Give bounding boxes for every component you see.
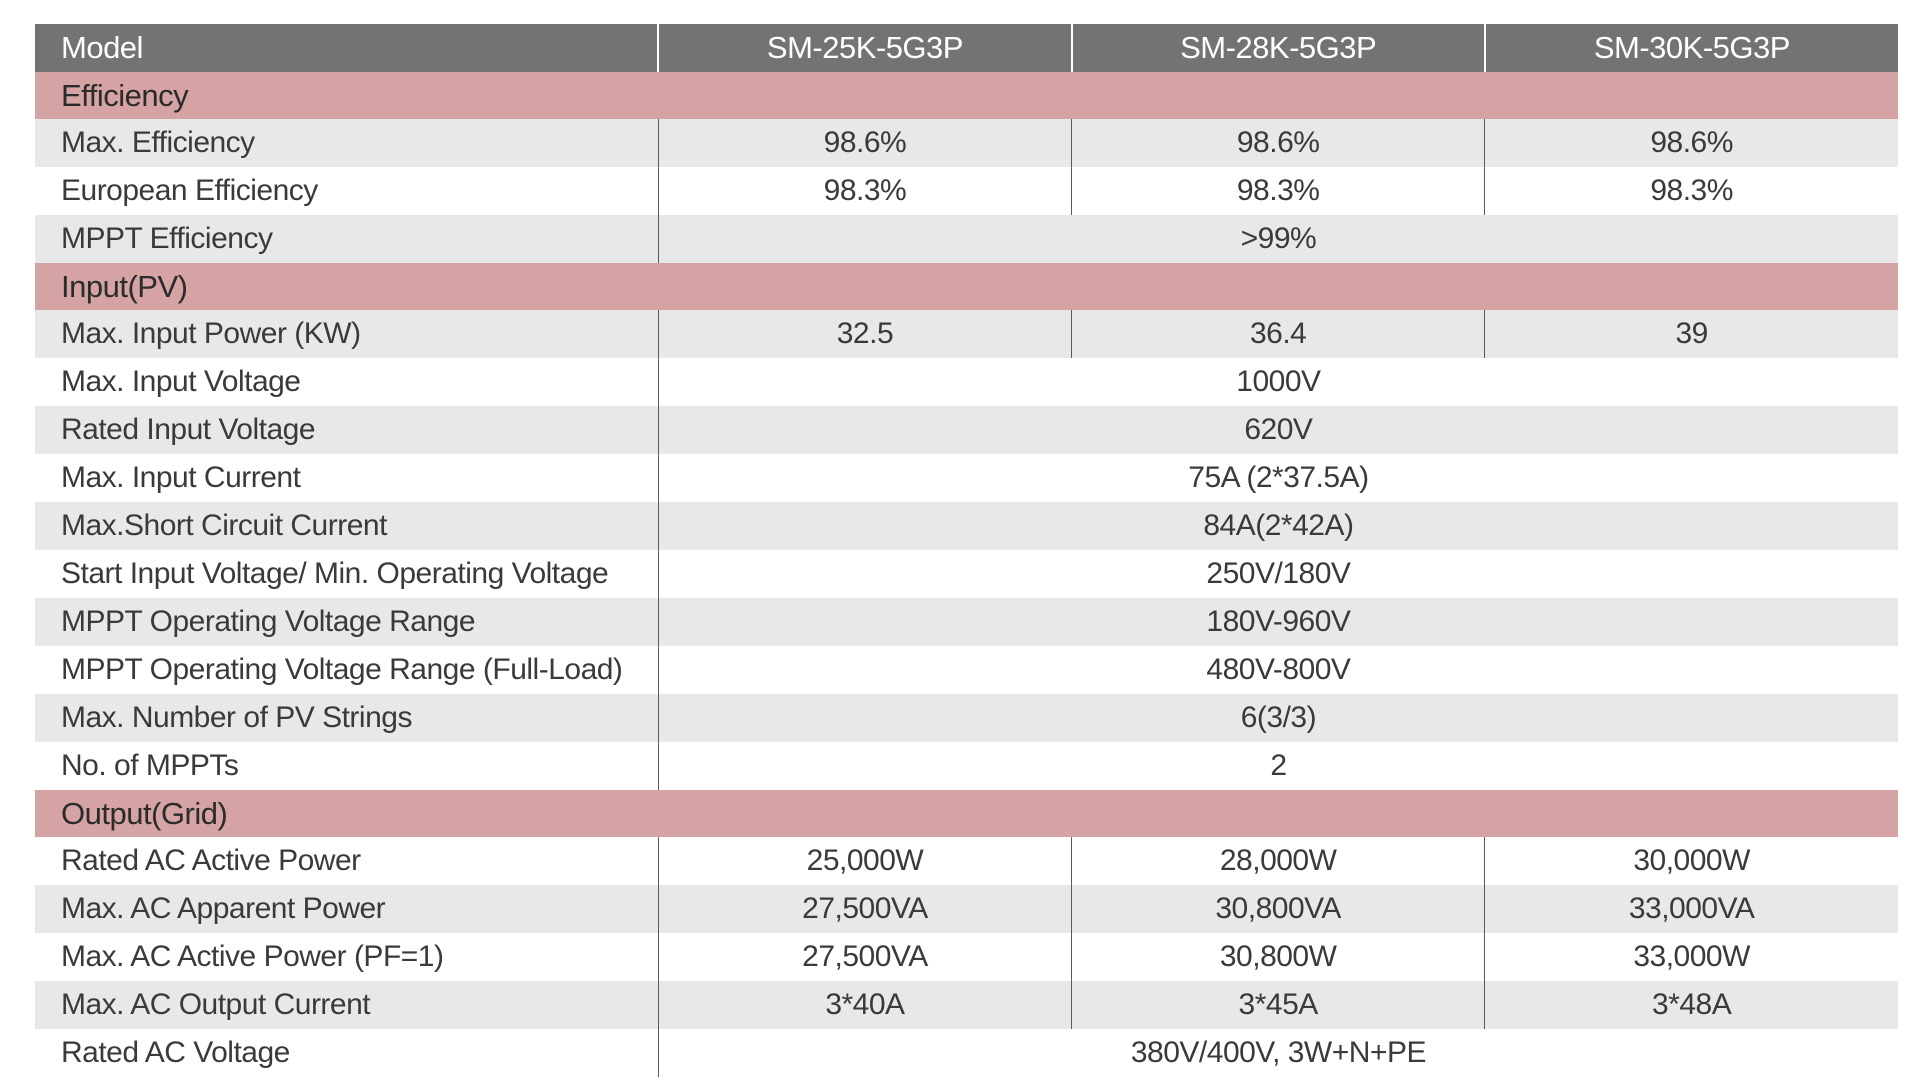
row-label: Max. Efficiency: [35, 119, 659, 167]
table-row: Max. AC Apparent Power 27,500VA 30,800VA…: [35, 885, 1898, 933]
row-value: 480V-800V: [657, 646, 1898, 694]
table-row: Max. Input Power (KW) 32.5 36.4 39: [35, 310, 1898, 358]
row-value: 84A(2*42A): [657, 502, 1898, 550]
row-label: Max.Short Circuit Current: [35, 502, 659, 550]
model-name: SM-28K-5G3P: [1070, 24, 1485, 72]
table-row: Max. Number of PV Strings 6(3/3): [35, 694, 1898, 742]
section-header-output: Output(Grid): [35, 790, 1898, 837]
section-header-efficiency: Efficiency: [35, 72, 1898, 119]
row-label: Rated AC Voltage: [35, 1029, 659, 1077]
row-label: Start Input Voltage/ Min. Operating Volt…: [35, 550, 659, 598]
row-value: 98.3%: [1071, 167, 1485, 215]
table-row: Max. Input Voltage 1000V: [35, 358, 1898, 406]
section-header-input: Input(PV): [35, 263, 1898, 310]
row-value: 6(3/3): [657, 694, 1898, 742]
row-label: Max. Input Voltage: [35, 358, 659, 406]
row-value: 32.5: [657, 310, 1072, 358]
row-label: Max. Number of PV Strings: [35, 694, 659, 742]
table-row: Rated AC Voltage 380V/400V, 3W+N+PE: [35, 1029, 1898, 1077]
row-label: Max. AC Apparent Power: [35, 885, 659, 933]
table-row: No. of MPPTs 2: [35, 742, 1898, 790]
table-row: MPPT Efficiency >99%: [35, 215, 1898, 263]
row-label: Rated AC Active Power: [35, 837, 659, 885]
row-label: Max. AC Output Current: [35, 981, 659, 1029]
table-row: Max. Input Current 75A (2*37.5A): [35, 454, 1898, 502]
row-label: Max. AC Active Power (PF=1): [35, 933, 659, 981]
row-label: MPPT Efficiency: [35, 215, 659, 263]
row-value: 98.6%: [657, 119, 1072, 167]
table-row: Rated AC Active Power 25,000W 28,000W 30…: [35, 837, 1898, 885]
row-value: 98.6%: [1071, 119, 1485, 167]
model-name: SM-25K-5G3P: [657, 24, 1072, 72]
row-value: 98.3%: [657, 167, 1072, 215]
row-value: 30,800VA: [1071, 885, 1485, 933]
row-value: 75A (2*37.5A): [657, 454, 1898, 502]
model-header-row: Model SM-25K-5G3P SM-28K-5G3P SM-30K-5G3…: [35, 24, 1898, 72]
row-value: 33,000VA: [1484, 885, 1898, 933]
row-value: 25,000W: [657, 837, 1072, 885]
spec-table: Model SM-25K-5G3P SM-28K-5G3P SM-30K-5G3…: [35, 24, 1898, 1077]
table-row: MPPT Operating Voltage Range (Full-Load)…: [35, 646, 1898, 694]
table-row: European Efficiency 98.3% 98.3% 98.3%: [35, 167, 1898, 215]
row-label: MPPT Operating Voltage Range (Full-Load): [35, 646, 659, 694]
section-title: Output(Grid): [35, 790, 1898, 837]
table-row: Max. AC Active Power (PF=1) 27,500VA 30,…: [35, 933, 1898, 981]
row-value: 250V/180V: [657, 550, 1898, 598]
row-value: 27,500VA: [657, 885, 1072, 933]
row-value: 98.6%: [1484, 119, 1898, 167]
row-value: 28,000W: [1071, 837, 1485, 885]
row-value: 98.3%: [1484, 167, 1898, 215]
table-row: Max. Efficiency 98.6% 98.6% 98.6%: [35, 119, 1898, 167]
row-label: European Efficiency: [35, 167, 659, 215]
row-value: 33,000W: [1484, 933, 1898, 981]
row-value: 27,500VA: [657, 933, 1072, 981]
model-name: SM-30K-5G3P: [1483, 24, 1898, 72]
row-value: 3*48A: [1484, 981, 1898, 1029]
row-label: Max. Input Power (KW): [35, 310, 659, 358]
row-value: >99%: [657, 215, 1898, 263]
row-value: 39: [1484, 310, 1898, 358]
table-row: MPPT Operating Voltage Range 180V-960V: [35, 598, 1898, 646]
section-title: Efficiency: [35, 72, 1898, 119]
row-value: 36.4: [1071, 310, 1485, 358]
row-value: 620V: [657, 406, 1898, 454]
row-label: No. of MPPTs: [35, 742, 659, 790]
table-row: Rated Input Voltage 620V: [35, 406, 1898, 454]
row-value: 3*45A: [1071, 981, 1485, 1029]
row-value: 2: [657, 742, 1898, 790]
table-row: Start Input Voltage/ Min. Operating Volt…: [35, 550, 1898, 598]
spec-sheet: Model SM-25K-5G3P SM-28K-5G3P SM-30K-5G3…: [35, 24, 1898, 1077]
row-label: Rated Input Voltage: [35, 406, 659, 454]
row-label: MPPT Operating Voltage Range: [35, 598, 659, 646]
row-value: 180V-960V: [657, 598, 1898, 646]
row-value: 380V/400V, 3W+N+PE: [657, 1029, 1898, 1077]
table-row: Max.Short Circuit Current 84A(2*42A): [35, 502, 1898, 550]
row-label: Max. Input Current: [35, 454, 659, 502]
row-value: 30,800W: [1071, 933, 1485, 981]
row-value: 30,000W: [1484, 837, 1898, 885]
table-row: Max. AC Output Current 3*40A 3*45A 3*48A: [35, 981, 1898, 1029]
row-value: 1000V: [657, 358, 1898, 406]
section-title: Input(PV): [35, 263, 1898, 310]
row-value: 3*40A: [657, 981, 1072, 1029]
model-header-label: Model: [35, 24, 659, 72]
